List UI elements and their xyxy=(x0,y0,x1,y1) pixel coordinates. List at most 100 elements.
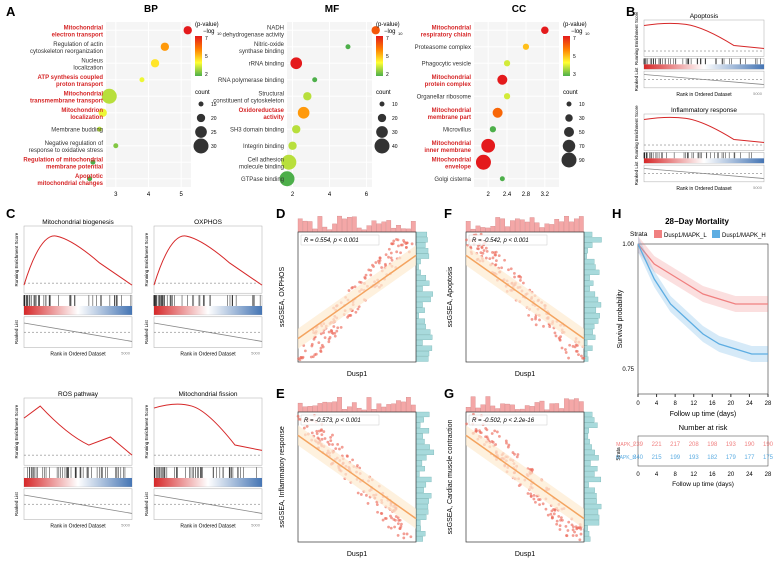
svg-text:0: 0 xyxy=(636,401,640,407)
svg-text:3.2: 3.2 xyxy=(541,192,550,198)
svg-text:4: 4 xyxy=(328,192,332,198)
svg-text:inner membrane: inner membrane xyxy=(424,148,471,154)
svg-text:Number at risk: Number at risk xyxy=(679,423,728,432)
svg-text:Nucleus: Nucleus xyxy=(81,58,103,64)
svg-text:193: 193 xyxy=(726,442,737,448)
svg-text:12: 12 xyxy=(690,401,697,407)
svg-text:dehydrogenase activity: dehydrogenase activity xyxy=(223,32,284,38)
svg-text:7: 7 xyxy=(573,36,576,42)
svg-text:R = -0.573, p < 0.001: R = -0.573, p < 0.001 xyxy=(304,418,361,424)
svg-text:protein complex: protein complex xyxy=(425,82,472,88)
svg-text:1.00: 1.00 xyxy=(622,242,634,248)
svg-text:Rank in Ordered Dataset: Rank in Ordered Dataset xyxy=(676,92,732,98)
svg-text:25: 25 xyxy=(211,130,217,136)
svg-text:envelope: envelope xyxy=(445,164,472,170)
svg-text:ssGSEA, Cardiac muscle contrac: ssGSEA, Cardiac muscle contraction xyxy=(447,420,454,535)
svg-text:0: 0 xyxy=(636,472,640,478)
svg-text:Mitochondrial: Mitochondrial xyxy=(432,108,472,114)
svg-text:30: 30 xyxy=(579,116,585,122)
svg-text:221: 221 xyxy=(652,442,663,448)
svg-text:−log: −log xyxy=(203,29,215,35)
svg-text:5000: 5000 xyxy=(121,351,131,356)
svg-text:Running Enrichment Score: Running Enrichment Score xyxy=(14,404,19,458)
svg-text:5: 5 xyxy=(386,54,389,60)
svg-text:Regulation of mitochondrial: Regulation of mitochondrial xyxy=(23,157,103,163)
panel-f: R = -0.542, p < 0.001Dusp1ssGSEA, Apopto… xyxy=(446,212,606,382)
svg-text:Dusp1: Dusp1 xyxy=(347,551,367,558)
svg-text:28−Day Mortality: 28−Day Mortality xyxy=(665,217,729,226)
svg-text:Mitochondrial: Mitochondrial xyxy=(432,75,472,81)
svg-text:Mitochondrial: Mitochondrial xyxy=(432,141,472,147)
svg-text:Dusp1/MAPK_L: Dusp1/MAPK_L xyxy=(664,233,707,239)
svg-text:10: 10 xyxy=(579,102,585,108)
svg-text:10: 10 xyxy=(585,31,590,36)
svg-text:20: 20 xyxy=(211,116,217,122)
svg-text:175: 175 xyxy=(763,455,774,461)
svg-text:198: 198 xyxy=(707,442,718,448)
svg-text:R = 0.554, p < 0.001: R = 0.554, p < 0.001 xyxy=(304,238,359,244)
svg-text:5000: 5000 xyxy=(753,185,763,190)
svg-text:ssGSEA, Apoptosis: ssGSEA, Apoptosis xyxy=(447,266,454,327)
svg-text:190: 190 xyxy=(763,442,774,448)
svg-text:Dusp1/MAPK_H: Dusp1/MAPK_H xyxy=(616,455,636,461)
svg-text:190: 190 xyxy=(744,442,755,448)
svg-text:199: 199 xyxy=(670,455,681,461)
svg-text:Dusp1/MAPK_H: Dusp1/MAPK_H xyxy=(722,233,766,239)
svg-text:(p-value): (p-value) xyxy=(563,22,587,28)
svg-text:0.75: 0.75 xyxy=(622,367,634,373)
svg-text:Dusp1: Dusp1 xyxy=(515,551,535,558)
svg-text:NADH: NADH xyxy=(267,25,284,31)
svg-text:RNA polymerase binding: RNA polymerase binding xyxy=(218,78,284,84)
svg-text:Mitochondrial: Mitochondrial xyxy=(432,25,472,31)
svg-text:Follow up time (days): Follow up time (days) xyxy=(670,411,737,418)
svg-text:Rank in Ordered Dataset: Rank in Ordered Dataset xyxy=(180,352,236,358)
svg-text:constituent of cytoskeleton: constituent of cytoskeleton xyxy=(213,98,284,104)
svg-text:(p-value): (p-value) xyxy=(376,22,400,28)
svg-text:Running Enrichment Score: Running Enrichment Score xyxy=(144,232,149,286)
svg-text:5000: 5000 xyxy=(251,351,261,356)
svg-text:Inflammatory response: Inflammatory response xyxy=(671,107,737,114)
svg-text:215: 215 xyxy=(652,455,663,461)
svg-text:membrane part: membrane part xyxy=(428,115,471,121)
svg-text:Negative regulation of: Negative regulation of xyxy=(45,141,104,147)
svg-text:rRNA binding: rRNA binding xyxy=(249,61,284,67)
panel-g: R = -0.502, p < 2.2e-16 Dusp1 ssGSEA, Card… xyxy=(446,392,606,560)
svg-text:CC: CC xyxy=(512,4,526,15)
svg-text:ATP synthesis coupled: ATP synthesis coupled xyxy=(38,75,104,81)
svg-text:40: 40 xyxy=(392,144,398,150)
svg-text:MF: MF xyxy=(325,4,339,15)
svg-text:4: 4 xyxy=(147,192,151,198)
svg-text:transmembrane transport: transmembrane transport xyxy=(30,98,103,104)
svg-text:−log: −log xyxy=(571,29,583,35)
svg-text:16: 16 xyxy=(709,401,716,407)
svg-text:ROS pathway: ROS pathway xyxy=(58,391,99,398)
svg-text:2.8: 2.8 xyxy=(522,192,531,198)
svg-text:6: 6 xyxy=(365,192,369,198)
svg-text:Rank in Ordered Dataset: Rank in Ordered Dataset xyxy=(50,524,106,530)
panel-e: R = -0.573, p < 0.001Dusp1ssGSEA, Inflam… xyxy=(278,392,438,560)
svg-text:177: 177 xyxy=(744,455,755,461)
svg-text:Mitochondrial fission: Mitochondrial fission xyxy=(179,391,238,398)
svg-text:R = -0.502, p < 2.2e-16: R = -0.502, p < 2.2e-16 xyxy=(472,418,535,424)
svg-text:Nitric-oxide: Nitric-oxide xyxy=(254,42,285,48)
svg-text:Ranked List: Ranked List xyxy=(14,492,19,517)
svg-text:2: 2 xyxy=(386,72,389,78)
svg-text:Apoptosis: Apoptosis xyxy=(690,13,719,20)
svg-text:5: 5 xyxy=(205,54,208,60)
svg-text:Mitochondrial: Mitochondrial xyxy=(64,91,104,97)
svg-text:response to oxidative stress: response to oxidative stress xyxy=(29,148,103,154)
svg-text:16: 16 xyxy=(709,472,716,478)
svg-text:respiratory chiain: respiratory chiain xyxy=(421,32,472,38)
svg-text:Mitochondrial: Mitochondrial xyxy=(64,25,104,31)
svg-text:Rank in Ordered Dataset: Rank in Ordered Dataset xyxy=(50,352,106,358)
svg-text:Organellar ribosome: Organellar ribosome xyxy=(417,94,472,100)
svg-text:20: 20 xyxy=(728,472,735,478)
panel-c: Mitochondrial biogenesisRunning Enrichme… xyxy=(8,218,270,558)
svg-text:localization: localization xyxy=(70,115,103,121)
svg-text:4: 4 xyxy=(655,401,659,407)
svg-text:mitochondrial changes: mitochondrial changes xyxy=(37,181,103,187)
svg-text:Running Enrichment Score: Running Enrichment Score xyxy=(634,105,639,159)
svg-text:208: 208 xyxy=(689,442,700,448)
svg-text:Ranked List: Ranked List xyxy=(144,492,149,517)
svg-text:Golgi cisterna: Golgi cisterna xyxy=(434,177,471,183)
